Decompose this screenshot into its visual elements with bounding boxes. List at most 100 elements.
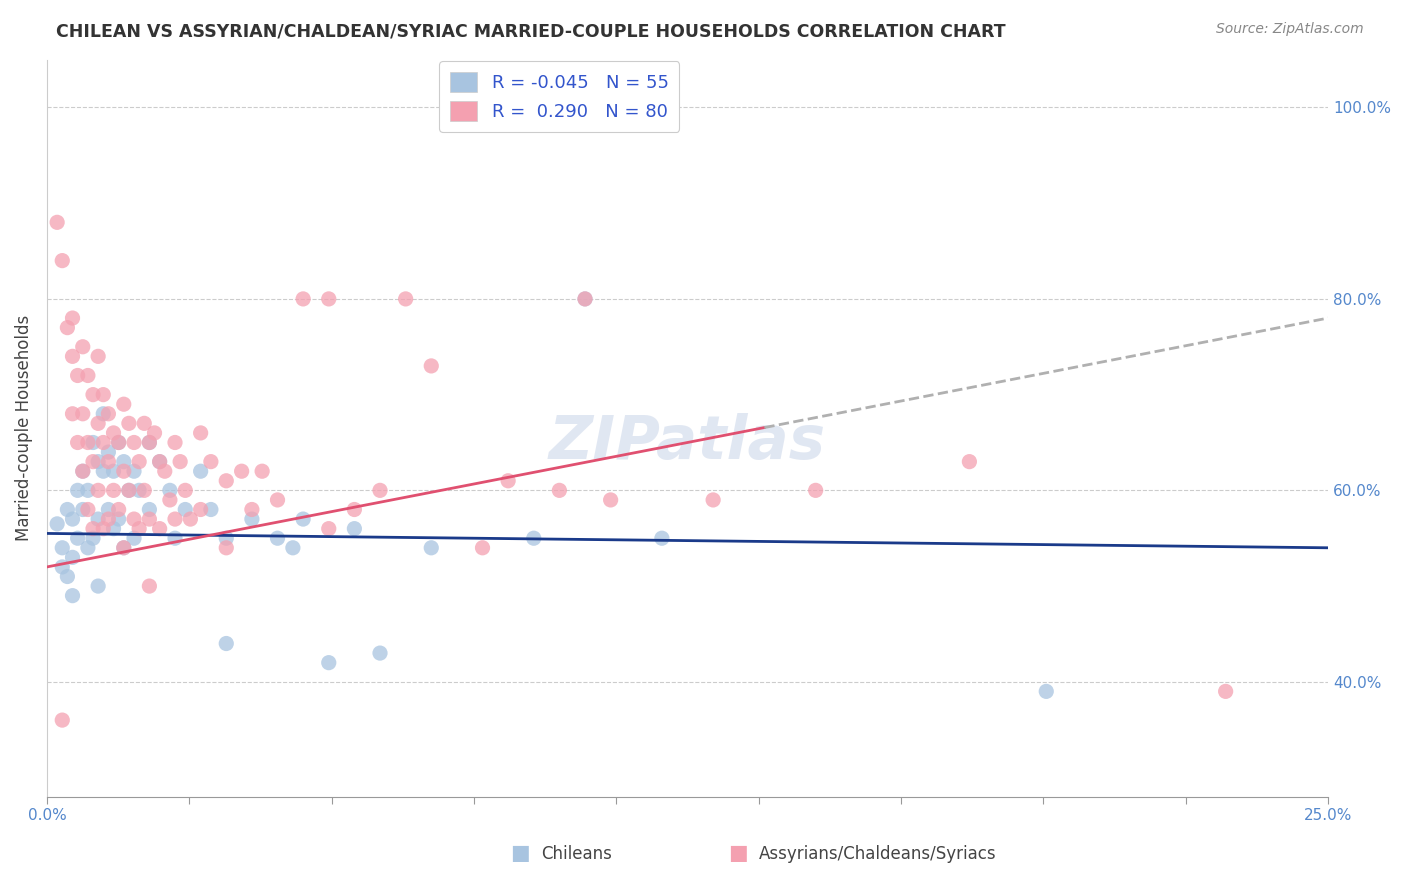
Point (163, 531, 186, 545)
Text: Source: ZipAtlas.com: Source: ZipAtlas.com (1216, 22, 1364, 37)
Text: ZIPatlas: ZIPatlas (548, 413, 827, 473)
Point (82, 435, 104, 450)
Point (190, 502, 212, 516)
Point (87, 417, 110, 431)
Point (72, 464, 94, 478)
Point (51, 253, 73, 268)
Point (496, 474, 519, 488)
Point (548, 483, 571, 498)
Point (266, 492, 288, 507)
Point (163, 512, 186, 526)
Point (143, 425, 166, 440)
Point (149, 455, 172, 469)
Point (51, 713, 73, 727)
Point (574, 292, 596, 306)
Point (56, 320, 79, 334)
Point (77, 368, 100, 383)
Point (87, 512, 110, 526)
Point (215, 474, 238, 488)
Point (395, 292, 418, 306)
Point (128, 455, 150, 469)
Point (190, 464, 212, 478)
Point (118, 417, 141, 431)
Point (56, 502, 79, 516)
Point (118, 483, 141, 498)
Point (122, 435, 145, 450)
Point (159, 483, 181, 498)
Point (149, 522, 172, 536)
Point (368, 483, 391, 498)
Point (266, 531, 288, 545)
Point (46, 215, 69, 229)
Point (82, 522, 104, 536)
Point (103, 522, 125, 536)
Point (107, 435, 129, 450)
Point (77, 502, 100, 516)
Point (215, 636, 238, 650)
Point (77, 483, 100, 498)
Point (599, 492, 621, 507)
Point (523, 531, 546, 545)
Point (87, 483, 110, 498)
Point (1215, 684, 1237, 698)
Point (169, 455, 191, 469)
Point (87, 349, 110, 363)
Point (77, 435, 100, 450)
Point (107, 502, 129, 516)
Point (702, 492, 724, 507)
Point (82, 455, 104, 469)
Point (250, 464, 273, 478)
Point (122, 464, 145, 478)
Point (149, 455, 172, 469)
Point (62, 589, 84, 603)
Text: ■: ■ (510, 844, 530, 863)
Point (420, 541, 443, 555)
Point (231, 464, 253, 478)
Point (107, 512, 129, 526)
Point (368, 646, 391, 660)
Point (66, 531, 89, 545)
Point (420, 359, 443, 373)
Point (51, 560, 73, 574)
Point (138, 502, 160, 516)
Point (82, 387, 104, 401)
Point (97, 455, 120, 469)
Point (103, 464, 125, 478)
Point (72, 407, 94, 421)
Point (112, 541, 135, 555)
Point (651, 531, 673, 545)
Point (240, 502, 263, 516)
Point (51, 541, 73, 555)
Point (343, 522, 366, 536)
Point (200, 502, 222, 516)
Point (1035, 684, 1057, 698)
Point (957, 455, 980, 469)
Point (128, 522, 150, 536)
Point (103, 425, 125, 440)
Point (91, 464, 114, 478)
Y-axis label: Married-couple Households: Married-couple Households (15, 315, 32, 541)
Point (174, 502, 197, 516)
Point (343, 502, 366, 516)
Point (318, 656, 340, 670)
Point (138, 435, 160, 450)
Point (190, 425, 212, 440)
Point (77, 541, 100, 555)
Point (91, 522, 114, 536)
Point (112, 397, 135, 411)
Point (118, 483, 141, 498)
Point (179, 512, 201, 526)
Point (122, 531, 145, 545)
Point (62, 311, 84, 326)
Text: Assyrians/Chaldeans/Syriacs: Assyrians/Chaldeans/Syriacs (759, 846, 997, 863)
Point (112, 464, 135, 478)
Point (292, 292, 315, 306)
Legend: R = -0.045   N = 55, R =  0.290   N = 80: R = -0.045 N = 55, R = 0.290 N = 80 (439, 62, 679, 132)
Point (107, 435, 129, 450)
Point (471, 541, 494, 555)
Point (804, 483, 827, 498)
Point (240, 512, 263, 526)
Point (128, 483, 150, 498)
Point (72, 464, 94, 478)
Point (318, 522, 340, 536)
